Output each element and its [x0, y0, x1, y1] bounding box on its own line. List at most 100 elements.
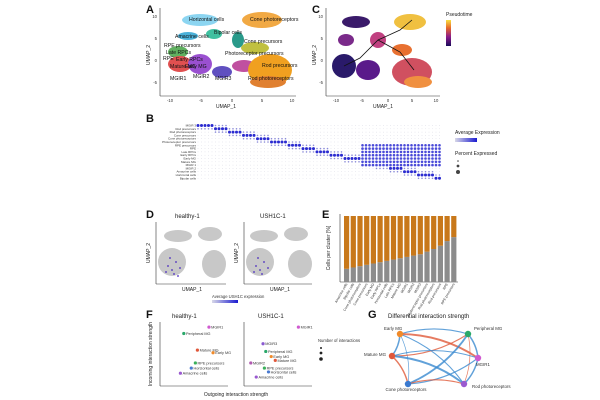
dotplot-dot — [225, 138, 227, 140]
dotplot-dot — [425, 131, 426, 133]
network-edge — [391, 355, 409, 385]
dotplot-dot — [250, 125, 251, 126]
dotplot-dot — [285, 177, 286, 179]
dotplot-dot — [421, 135, 423, 136]
dotplot-dot — [299, 135, 300, 136]
dotplot-dot — [406, 160, 410, 164]
dotplot-dot — [274, 164, 276, 166]
dotplot-dot — [354, 157, 357, 160]
dotplot-dot — [355, 141, 356, 143]
dotplot-dot — [376, 131, 377, 133]
dotplot-dot — [243, 125, 244, 126]
dotplot-dot — [273, 140, 277, 144]
dotplot-dot — [267, 154, 269, 156]
dotplot-dot — [400, 135, 402, 136]
dotplot-dot — [302, 141, 304, 143]
expression-dot — [169, 257, 171, 259]
dotplot-dot — [417, 153, 420, 157]
dotplot-dot — [211, 144, 213, 146]
dotplot-dot — [351, 141, 353, 143]
dotplot-dot — [201, 135, 202, 136]
dotplot-dot — [341, 168, 342, 169]
dotplot-dot — [309, 131, 311, 133]
dotplot-dot — [214, 131, 217, 133]
dotplot-dot — [295, 128, 297, 130]
dotplot-dot — [417, 173, 420, 177]
dotplot-dot — [309, 125, 311, 126]
dotplot-dot — [267, 177, 269, 179]
dotplot-dot — [411, 135, 412, 136]
dotplot-dot — [306, 168, 307, 169]
dotplot-row-label: MGIR 3 — [186, 124, 197, 128]
dotplot-dot — [351, 174, 353, 176]
dotplot-dot — [285, 161, 286, 163]
dotplot-dot — [229, 174, 230, 176]
dotplot-dot — [337, 131, 339, 133]
dotplot-dot — [267, 151, 269, 153]
dotplot-dot — [438, 176, 441, 180]
dotplot-dot — [211, 128, 213, 130]
dotplot-dot — [208, 144, 209, 146]
dotplot-dot — [217, 127, 221, 131]
dotplot-dot — [334, 141, 335, 143]
panel-f-ylabel: Incoming interaction strength — [148, 322, 154, 386]
bar-category-label: MGIR3 — [413, 282, 422, 293]
dotplot-dot — [379, 171, 381, 173]
dotplot-dot — [365, 125, 367, 126]
dotplot-dot — [236, 154, 237, 156]
bar-segment-bottom — [411, 255, 417, 282]
dotplot-dot — [239, 138, 241, 140]
dotplot-dot — [378, 160, 382, 164]
dotplot-dot — [400, 125, 402, 126]
panel-a-ytick: -5 — [153, 80, 157, 85]
dotplot-dot — [312, 151, 315, 153]
dotplot-dot — [427, 160, 431, 164]
panel-g: G Differential interaction strength Earl… — [364, 309, 511, 392]
dotplot-dot — [319, 147, 322, 150]
dotplot-dot — [432, 141, 433, 143]
dotplot-dot — [411, 131, 412, 133]
dotplot-dot — [228, 130, 231, 134]
dotplot-dot — [218, 135, 220, 136]
dotplot-dot — [327, 138, 328, 140]
dotplot-dot — [369, 177, 370, 179]
dotplot-dot — [334, 161, 335, 163]
dotplot-dot — [351, 148, 353, 149]
dotplot-dot — [344, 135, 346, 136]
dotplot-dot — [236, 164, 237, 166]
network-edge — [407, 379, 465, 385]
dotplot-dot — [432, 168, 433, 169]
dotplot-dot — [371, 157, 375, 160]
dotplot-dot — [253, 158, 255, 159]
dotplot-dot — [396, 147, 399, 150]
dotplot-dot — [418, 131, 419, 133]
dotplot-dot — [410, 144, 413, 147]
dotplot-dot — [264, 151, 265, 153]
dotplot-dot — [334, 125, 335, 126]
dotplot-dot — [225, 151, 227, 153]
dotplot-dot — [309, 141, 311, 143]
dotplot-dot — [313, 168, 314, 169]
dotplot-dot — [425, 125, 426, 126]
dotplot-dot — [362, 135, 363, 136]
scatter-point-label: Mature MG — [277, 359, 296, 363]
dotplot-dot — [292, 154, 293, 156]
dotplot-dot — [246, 137, 248, 140]
dotplot-dot — [351, 138, 353, 140]
dotplot-dot — [201, 154, 202, 156]
dotplot-dot — [369, 174, 370, 176]
dotplot-dot — [267, 161, 269, 163]
dotplot-dot — [243, 128, 244, 130]
dotplot-dot — [250, 164, 251, 166]
dotplot-dot — [222, 154, 223, 156]
dotplot-dot — [330, 135, 332, 136]
dotplot-dot — [260, 161, 262, 163]
dotplot-dot — [236, 158, 237, 159]
dotplot-dot — [197, 138, 199, 140]
dotplot-dot — [334, 168, 335, 169]
dotplot-dot — [361, 144, 364, 147]
dotplot-dot — [411, 125, 412, 126]
dotplot-dot — [288, 174, 290, 176]
dotplot-dot — [211, 164, 213, 166]
dotplot-dot — [369, 138, 370, 140]
